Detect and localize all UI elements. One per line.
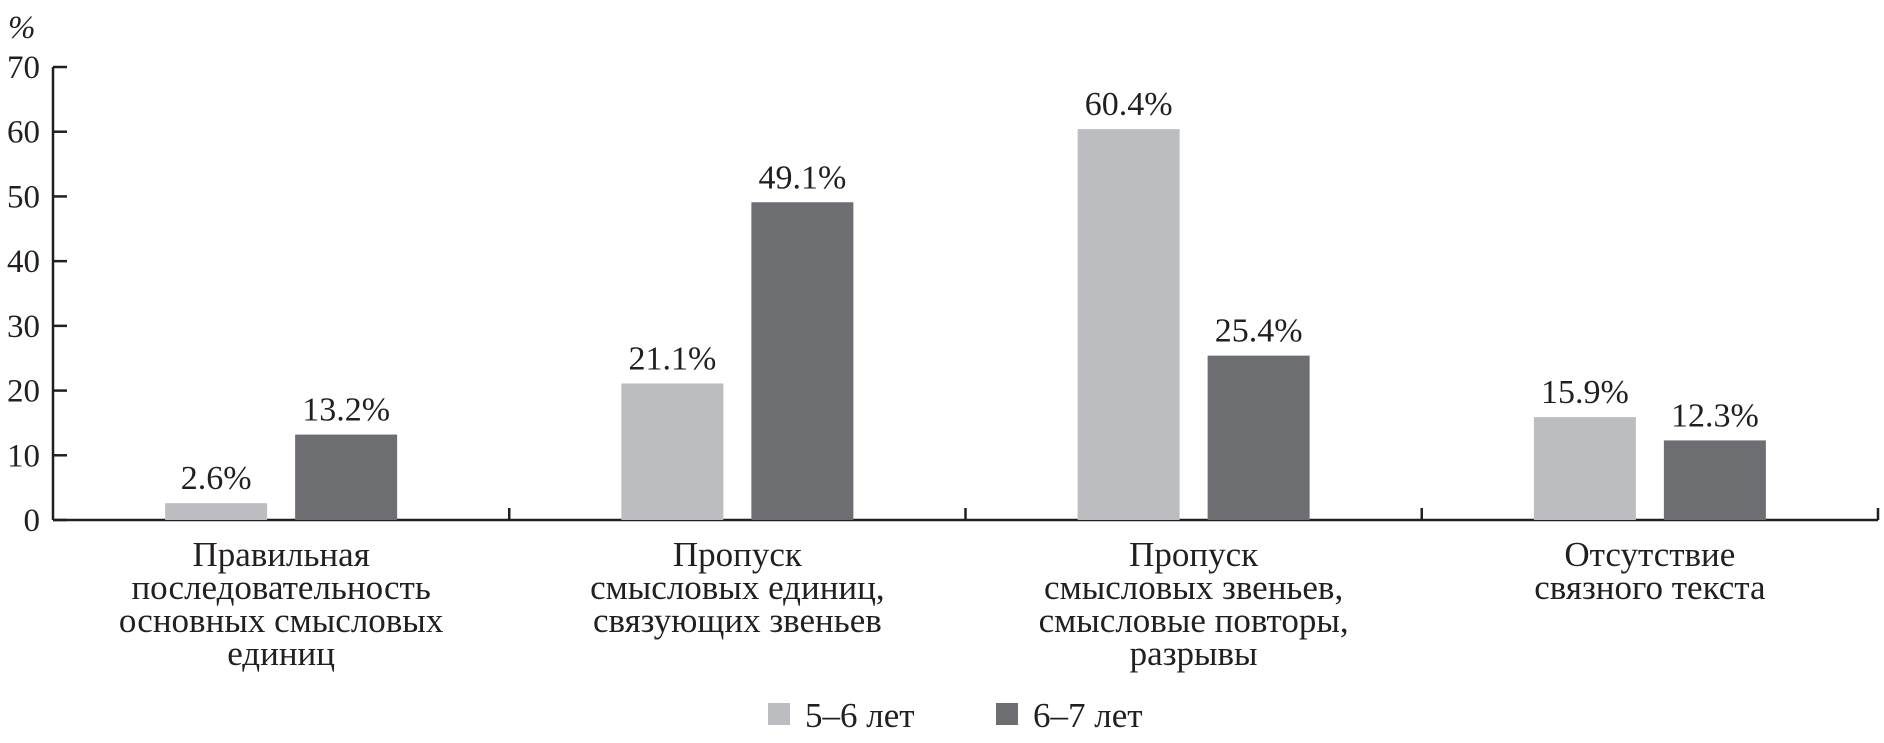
data-label: 49.1% [758, 159, 846, 196]
y-tick-label: 70 [7, 50, 40, 86]
data-label: 25.4% [1215, 313, 1303, 350]
y-tick-label: 30 [7, 309, 40, 345]
y-tick-label: 40 [7, 244, 40, 280]
bar-6-7 [1663, 440, 1766, 520]
x-category-label: разрывы [1130, 634, 1258, 673]
data-label: 12.3% [1671, 397, 1759, 434]
x-category-label: смысловых звеньев, [1044, 568, 1343, 607]
bar-6-7 [295, 434, 398, 520]
x-category-label: Пропуск [1129, 535, 1259, 574]
legend-swatch-6-7 [996, 703, 1018, 725]
x-category-label: Пропуск [673, 535, 803, 574]
x-category-label: единиц [227, 634, 335, 673]
data-label: 2.6% [181, 460, 252, 497]
y-tick-label: 20 [7, 374, 40, 410]
y-tick-label: 50 [7, 179, 40, 215]
legend-label: 5–6 лет [805, 696, 915, 735]
x-category-label: связующих звеньев [593, 601, 882, 640]
x-category-label: основных смысловых [119, 601, 444, 640]
data-label: 13.2% [302, 392, 390, 429]
y-tick-label: 10 [7, 438, 40, 474]
bar-6-7 [751, 202, 854, 520]
bar-5-6 [1533, 417, 1636, 520]
bar-5-6 [1077, 129, 1180, 520]
legend-swatch-5-6 [768, 703, 790, 725]
data-label: 15.9% [1541, 374, 1629, 411]
data-label: 21.1% [628, 340, 716, 377]
bar-5-6 [165, 503, 268, 520]
y-axis-unit-label: % [8, 10, 36, 46]
legend-label: 6–7 лет [1033, 696, 1143, 735]
x-category-label: Правильная [192, 535, 369, 574]
x-category-label: смысловых единиц, [590, 568, 885, 607]
bar-6-7 [1207, 355, 1310, 520]
x-category-label: Отсутствие [1564, 535, 1735, 574]
x-category-label: связного текста [1534, 568, 1766, 607]
data-label: 60.4% [1085, 86, 1173, 123]
y-tick-label: 60 [7, 115, 40, 151]
x-category-label: последовательность [131, 568, 430, 607]
bar-5-6 [621, 383, 724, 520]
y-tick-label: 0 [24, 503, 41, 539]
x-category-label: смысловые повторы, [1039, 601, 1349, 640]
